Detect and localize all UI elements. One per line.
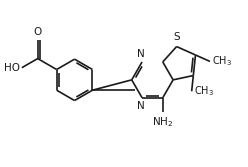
Text: CH$_3$: CH$_3$ — [212, 54, 232, 68]
Text: N: N — [137, 49, 145, 59]
Text: N: N — [137, 101, 145, 111]
Text: NH$_2$: NH$_2$ — [152, 115, 173, 129]
Text: O: O — [33, 27, 42, 37]
Text: CH$_3$: CH$_3$ — [194, 84, 214, 98]
Text: S: S — [173, 32, 180, 42]
Text: HO: HO — [4, 63, 20, 73]
